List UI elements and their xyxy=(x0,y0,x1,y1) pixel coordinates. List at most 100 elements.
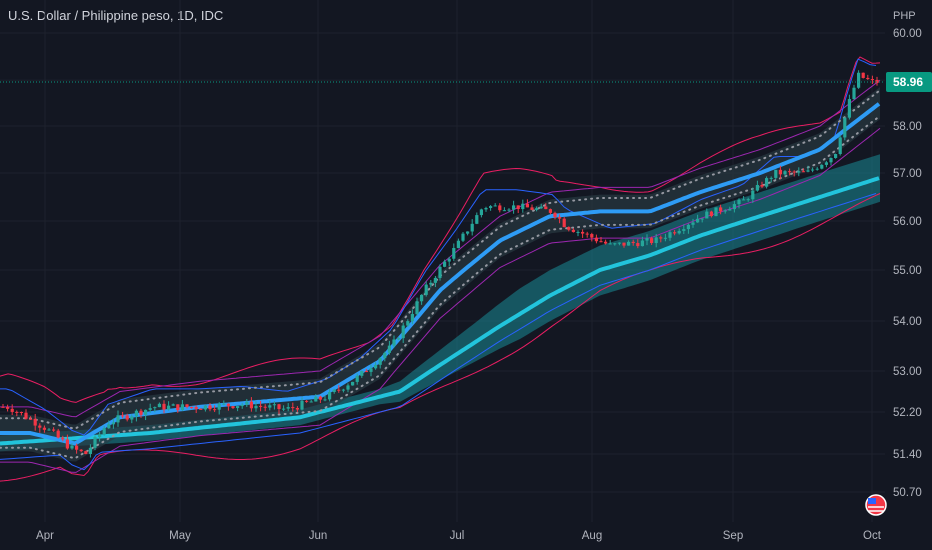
candle-body xyxy=(79,449,83,452)
candle-body xyxy=(811,169,815,171)
candle-body xyxy=(337,389,341,391)
candle-body xyxy=(1,406,5,408)
candle-body xyxy=(576,231,580,233)
candle-body xyxy=(406,321,410,326)
candle-body xyxy=(843,117,847,138)
candle-body xyxy=(530,207,534,210)
candle-body xyxy=(668,232,672,238)
candle-body xyxy=(42,427,46,430)
candle-body xyxy=(604,241,608,244)
candle-body xyxy=(765,178,769,187)
candle-body xyxy=(585,233,589,235)
candle-body xyxy=(272,404,276,406)
candle-body xyxy=(364,371,368,373)
candle-body xyxy=(466,231,470,234)
candle-body xyxy=(139,410,143,415)
candle-body xyxy=(512,205,516,210)
candle-body xyxy=(484,207,488,210)
candle-body xyxy=(870,79,874,81)
time-tick-label: Aug xyxy=(582,530,602,542)
candle-body xyxy=(387,345,391,353)
candle-body xyxy=(700,218,704,220)
candle-body xyxy=(314,396,318,402)
candle-body xyxy=(663,237,667,239)
candle-body xyxy=(801,171,805,173)
candle-body xyxy=(815,168,819,170)
candle-body xyxy=(866,77,870,80)
candle-body xyxy=(562,218,566,228)
candle-body xyxy=(378,358,382,365)
candle-body xyxy=(829,157,833,163)
candle-body xyxy=(838,137,842,154)
candle-body xyxy=(783,171,787,175)
time-tick-label: May xyxy=(169,530,191,542)
time-axis[interactable]: Apr May Jun Jul Aug Sep Oct xyxy=(36,530,882,542)
candle-body xyxy=(691,222,695,225)
candle-body xyxy=(194,406,198,409)
candle-body xyxy=(751,190,755,200)
candle-body xyxy=(341,389,345,391)
us-flag-icon[interactable] xyxy=(865,494,887,516)
price-axis[interactable]: PHP 60.00 58.00 57.00 56.00 55.00 54.00 53.00 5… xyxy=(893,10,922,499)
candle-body xyxy=(157,403,161,408)
candle-body xyxy=(93,437,97,448)
candle-body xyxy=(654,237,658,244)
price-tick-label: 51.40 xyxy=(893,449,922,461)
candle-body xyxy=(433,277,437,283)
candle-body xyxy=(185,404,189,407)
candle-body xyxy=(424,284,428,295)
candle-body xyxy=(213,409,217,411)
candle-body xyxy=(277,404,281,409)
candle-body xyxy=(502,210,506,212)
candle-body xyxy=(705,211,709,219)
price-tick-label: 53.00 xyxy=(893,366,922,378)
candle-body xyxy=(797,171,801,173)
candle-body xyxy=(686,224,690,230)
candle-body xyxy=(650,238,654,244)
candle-body xyxy=(70,445,74,449)
candle-body xyxy=(144,409,148,415)
candle-body xyxy=(332,389,336,393)
candle-body xyxy=(778,169,782,175)
candle-body xyxy=(15,411,19,413)
candle-body xyxy=(217,403,221,410)
candle-body xyxy=(383,352,387,359)
candle-body xyxy=(852,87,856,100)
candle-body xyxy=(516,205,520,210)
candle-body xyxy=(571,229,575,233)
candle-body xyxy=(401,325,405,339)
candle-body xyxy=(677,230,681,234)
candle-body xyxy=(636,243,640,247)
candle-body xyxy=(56,430,60,438)
candle-body xyxy=(222,403,226,405)
candle-body xyxy=(479,209,483,216)
candle-body xyxy=(328,392,332,400)
candle-body xyxy=(88,447,92,454)
candle-body xyxy=(291,407,295,409)
candle-body xyxy=(760,184,764,187)
candle-body xyxy=(567,227,571,230)
candle-body xyxy=(134,410,138,417)
candle-body xyxy=(415,301,419,315)
candle-body xyxy=(254,405,258,409)
price-tick-label: 55.00 xyxy=(893,265,922,277)
candle-body xyxy=(645,238,649,241)
candle-body xyxy=(153,407,157,409)
candle-body xyxy=(420,294,424,302)
candle-body xyxy=(75,445,79,450)
candle-body xyxy=(171,404,175,406)
candle-body xyxy=(608,243,612,245)
candle-body xyxy=(29,418,33,420)
candle-body xyxy=(622,242,626,246)
candle-body xyxy=(631,241,635,244)
candle-body xyxy=(640,240,644,247)
candle-body xyxy=(392,339,396,346)
time-tick-label: Jul xyxy=(450,530,465,542)
candle-body xyxy=(107,424,111,429)
price-tick-label: 54.00 xyxy=(893,316,922,328)
candle-body xyxy=(590,234,594,238)
candle-body xyxy=(121,415,125,417)
candle-body xyxy=(305,400,309,402)
price-tick-label: 56.00 xyxy=(893,216,922,228)
